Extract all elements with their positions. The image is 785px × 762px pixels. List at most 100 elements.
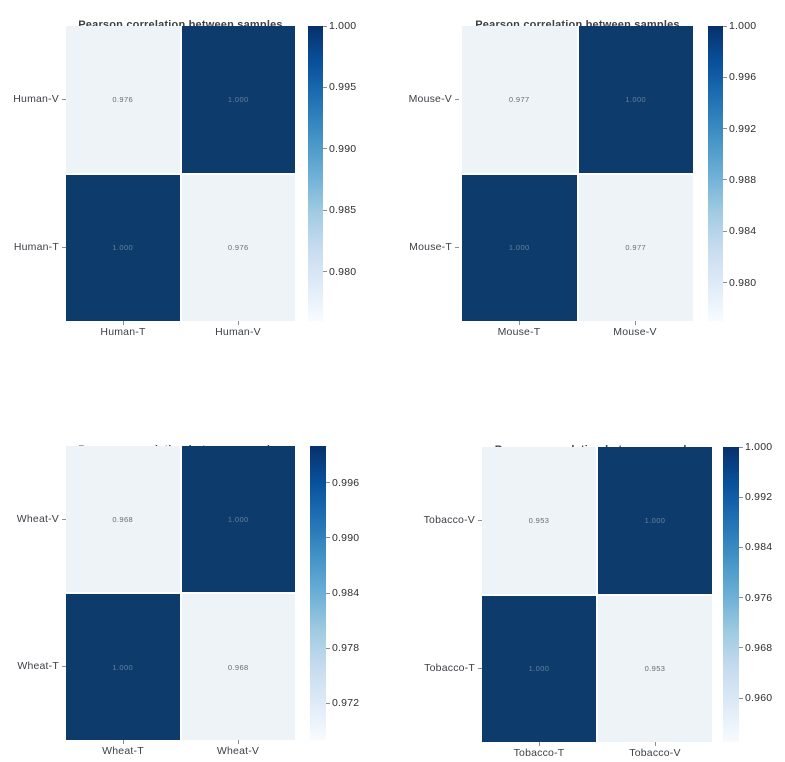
y-tick-text: Wheat-V xyxy=(16,513,59,525)
colorbar-tick: 0.996 xyxy=(326,477,359,489)
y-tick-text: Human-T xyxy=(13,241,59,253)
colorbar-tick: 0.995 xyxy=(323,81,356,93)
x-tick-label: Mouse-T xyxy=(459,321,579,338)
heatmap-grid: 0.976 1.000 1.000 0.976 xyxy=(66,26,295,321)
y-tick-label: Mouse-T xyxy=(393,240,459,254)
heatmap-cell-r1c1: 0.953 xyxy=(598,595,712,742)
colorbar-tick-label: 0.985 xyxy=(329,204,357,217)
x-tick-label: Mouse-V xyxy=(575,321,695,338)
x-tick-text: Tobacco-V xyxy=(629,747,681,759)
colorbar-tick: 0.976 xyxy=(739,592,772,604)
tick-mark xyxy=(323,209,327,211)
colorbar-tick-label: 0.996 xyxy=(332,476,360,489)
x-tick-text: Wheat-T xyxy=(102,745,144,757)
tick-mark xyxy=(723,128,727,130)
heatmap-cell-r0c0: 0.977 xyxy=(462,26,577,173)
tick-mark xyxy=(739,697,743,699)
tick-mark xyxy=(739,446,743,448)
colorbar-tick: 0.984 xyxy=(739,541,772,553)
tick-mark xyxy=(62,246,66,248)
y-tick-text: Tobacco-T xyxy=(424,662,475,674)
tick-mark xyxy=(323,271,327,273)
heatmap-panel-wheat: Pearson correlation between samples 0.96… xyxy=(0,381,392,762)
colorbar-tick-label: 0.976 xyxy=(745,591,773,604)
colorbar-tick-label: 0.980 xyxy=(729,276,757,289)
tick-mark xyxy=(237,321,239,325)
x-tick-text: Human-V xyxy=(215,326,261,338)
heatmap-cell-r1c1: 0.977 xyxy=(578,174,693,321)
x-tick-text: Human-T xyxy=(100,326,146,338)
cell-value: 0.968 xyxy=(227,662,249,672)
heatmap-cell-r1c0: 1.000 xyxy=(66,174,180,321)
colorbar-tick: 0.960 xyxy=(739,692,772,704)
x-tick-label: Wheat-V xyxy=(178,740,298,757)
tick-mark xyxy=(518,321,520,325)
y-tick-label: Human-V xyxy=(0,92,66,106)
colorbar-tick: 1.000 xyxy=(739,441,772,453)
heatmap-grid: 0.968 1.000 1.000 0.968 xyxy=(66,446,295,740)
tick-mark xyxy=(538,742,540,746)
colorbar-tick: 1.000 xyxy=(323,20,356,32)
tick-mark xyxy=(723,230,727,232)
tick-mark xyxy=(62,518,66,520)
tick-mark xyxy=(326,647,330,649)
tick-mark xyxy=(723,282,727,284)
colorbar-tick: 0.984 xyxy=(326,587,359,599)
colorbar-tick: 0.972 xyxy=(326,697,359,709)
heatmap-cell-r1c1: 0.968 xyxy=(181,594,295,740)
x-tick-label: Tobacco-T xyxy=(479,742,599,759)
heatmap-panel-human: Pearson correlation between samples 0.97… xyxy=(0,0,392,381)
x-tick-label: Tobacco-V xyxy=(595,742,715,759)
tick-mark xyxy=(723,179,727,181)
cell-value: 1.000 xyxy=(227,94,249,104)
tick-mark xyxy=(455,246,459,248)
colorbar-tick-label: 0.990 xyxy=(332,531,360,544)
tick-mark xyxy=(62,98,66,100)
tick-mark xyxy=(739,597,743,599)
colorbar-tick-label: 0.960 xyxy=(745,692,773,705)
tick-mark xyxy=(326,702,330,704)
y-tick-text: Human-V xyxy=(13,93,59,105)
colorbar-tick-label: 0.992 xyxy=(745,491,773,504)
colorbar-tick-label: 0.972 xyxy=(332,697,360,710)
heatmap-cell-r0c0: 0.953 xyxy=(482,447,596,594)
x-tick-text: Mouse-T xyxy=(497,326,541,338)
tick-mark xyxy=(237,740,239,744)
heatmap-cell-r0c1: 1.000 xyxy=(578,26,693,173)
colorbar-tick-label: 0.984 xyxy=(729,225,757,238)
x-tick-text: Tobacco-T xyxy=(513,747,565,759)
heatmap-cell-r0c0: 0.968 xyxy=(66,446,180,592)
colorbar-tick: 0.990 xyxy=(323,143,356,155)
tick-mark xyxy=(723,25,727,27)
colorbar-tick-label: 0.984 xyxy=(745,541,773,554)
colorbar-tick-label: 1.000 xyxy=(329,20,357,32)
tick-mark xyxy=(634,321,636,325)
colorbar-tick: 0.980 xyxy=(323,266,356,278)
colorbar-tick: 0.990 xyxy=(326,532,359,544)
heatmap-cell-r1c0: 1.000 xyxy=(482,595,596,742)
colorbar-tick: 0.992 xyxy=(723,123,756,135)
cell-value: 1.000 xyxy=(508,243,530,253)
cell-value: 0.953 xyxy=(528,515,550,525)
cell-value: 0.968 xyxy=(112,514,134,524)
colorbar-tick-label: 0.988 xyxy=(729,173,757,186)
tick-mark xyxy=(323,86,327,88)
heatmap-cell-r1c1: 0.976 xyxy=(181,174,295,321)
cell-value: 0.976 xyxy=(227,243,249,253)
colorbar: 1.000 0.996 0.992 0.988 0.984 0.980 xyxy=(708,20,756,321)
colorbar-tick: 1.000 xyxy=(723,20,756,32)
heatmap-grid: 0.953 1.000 1.000 0.953 xyxy=(482,447,712,742)
tick-mark xyxy=(323,25,327,27)
cell-value: 1.000 xyxy=(644,515,666,525)
cell-value: 1.000 xyxy=(227,514,249,524)
colorbar: 0.996 0.990 0.984 0.978 0.972 xyxy=(310,446,359,740)
tick-mark xyxy=(723,76,727,78)
colorbar-tick-label: 0.968 xyxy=(745,641,773,654)
x-tick-label: Human-T xyxy=(63,321,183,338)
tick-mark xyxy=(122,321,124,325)
tick-mark xyxy=(455,98,459,100)
y-tick-label: Wheat-V xyxy=(0,512,66,526)
y-tick-text: Mouse-V xyxy=(408,93,452,105)
colorbar: 1.000 0.992 0.984 0.976 0.968 0.960 xyxy=(723,441,772,742)
